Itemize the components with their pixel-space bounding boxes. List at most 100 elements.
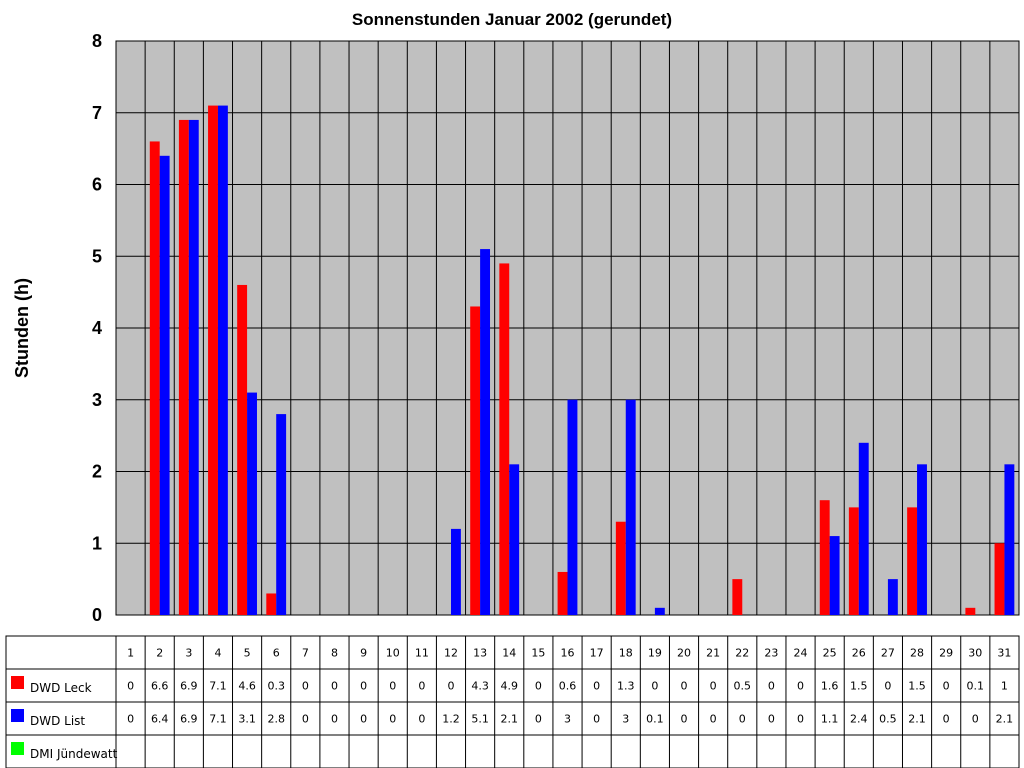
x-tick-label: 30 [968, 647, 982, 660]
table-cell: 1 [1001, 680, 1008, 693]
table-cell: 0.3 [267, 680, 285, 693]
table-cell: 0 [331, 680, 338, 693]
x-tick-label: 24 [794, 647, 808, 660]
table-cell: 2.1 [996, 713, 1014, 726]
table-cell: 6.6 [151, 680, 169, 693]
table-cell: 0 [651, 680, 658, 693]
table-cell: 0 [127, 680, 134, 693]
table-cell: 7.1 [209, 680, 227, 693]
table-cell: 3.1 [238, 713, 256, 726]
x-tick-label: 23 [764, 647, 778, 660]
x-tick-label: 6 [273, 647, 280, 660]
bar-dwd-list [567, 399, 578, 615]
table-cell: 0 [768, 713, 775, 726]
x-tick-label: 22 [735, 647, 749, 660]
x-tick-label: 1 [127, 647, 134, 660]
x-tick-label: 20 [677, 647, 691, 660]
bar-dwd-leck [470, 306, 481, 615]
x-tick-label: 16 [561, 647, 575, 660]
table-cell: 0 [739, 713, 746, 726]
bar-dwd-leck [819, 500, 830, 615]
table-cell: 0 [943, 713, 950, 726]
legend-swatch [11, 742, 24, 755]
chart-title: Sonnenstunden Januar 2002 (gerundet) [351, 10, 673, 29]
y-tick-label: 0 [92, 605, 102, 625]
bar-dwd-leck [994, 543, 1005, 615]
bar-dwd-list [625, 399, 636, 615]
x-tick-label: 8 [331, 647, 338, 660]
y-tick-label: 8 [92, 31, 102, 51]
x-tick-label: 18 [619, 647, 633, 660]
table-cell: 0 [535, 680, 542, 693]
bar-dwd-leck [266, 593, 277, 615]
x-tick-label: 2 [156, 647, 163, 660]
table-cell: 4.6 [238, 680, 256, 693]
table-cell: 0.1 [967, 680, 985, 693]
table-cell: 0 [418, 680, 425, 693]
table-cell: 4.3 [471, 680, 489, 693]
table-cell: 0 [681, 713, 688, 726]
bar-dwd-list [829, 536, 840, 615]
bar-dwd-leck [965, 607, 976, 615]
table-cell: 0 [972, 713, 979, 726]
bar-dwd-leck [615, 521, 626, 615]
table-cell: 6.9 [180, 680, 198, 693]
table-cell: 0 [797, 713, 804, 726]
x-tick-label: 14 [502, 647, 516, 660]
x-tick-label: 10 [386, 647, 400, 660]
y-axis-label: Stunden (h) [12, 278, 32, 378]
table-cell: 0 [127, 713, 134, 726]
table-cell: 6.9 [180, 713, 198, 726]
bar-dwd-list [1004, 464, 1015, 615]
bar-dwd-leck [848, 507, 859, 615]
table-cell: 5.1 [471, 713, 489, 726]
legend-entry: DWD List [30, 714, 85, 728]
table-cell: 6.4 [151, 713, 169, 726]
bar-dwd-leck [208, 105, 218, 615]
table-cell: 0.5 [734, 680, 752, 693]
bar-dwd-list [917, 464, 927, 615]
table-cell: 0 [302, 680, 309, 693]
table-cell: 0 [302, 713, 309, 726]
y-tick-label: 5 [92, 246, 102, 266]
table-cell: 0 [768, 680, 775, 693]
table-cell: 0 [418, 713, 425, 726]
y-tick-label: 6 [92, 175, 102, 195]
table-cell: 0 [710, 680, 717, 693]
bar-dwd-list [159, 155, 170, 616]
x-tick-label: 28 [910, 647, 924, 660]
bar-dwd-list [217, 105, 228, 615]
x-tick-label: 9 [360, 647, 367, 660]
x-tick-label: 7 [302, 647, 309, 660]
table-cell: 0 [535, 713, 542, 726]
bar-dwd-list [887, 579, 898, 615]
table-cell: 3 [622, 713, 629, 726]
table-cell: 0.5 [879, 713, 897, 726]
table-cell: 0.1 [646, 713, 664, 726]
legend-entry: DMI Jündewatt [30, 747, 118, 761]
y-tick-label: 2 [92, 462, 102, 482]
table-cell: 0 [447, 680, 454, 693]
table-cell: 0 [943, 680, 950, 693]
table-cell: 0 [797, 680, 804, 693]
bar-dwd-list [188, 119, 199, 616]
bar-dwd-list [247, 392, 257, 615]
bar-dwd-list [654, 607, 665, 615]
bar-dwd-list [480, 249, 491, 615]
y-tick-label: 7 [92, 103, 102, 123]
x-tick-label: 29 [939, 647, 953, 660]
bar-dwd-leck [149, 141, 160, 615]
legend-entry: DWD Leck [30, 681, 92, 695]
legend-swatch [11, 709, 24, 722]
table-cell: 1.3 [617, 680, 635, 693]
table-cell: 1.6 [821, 680, 839, 693]
x-tick-label: 21 [706, 647, 720, 660]
table-cell: 0 [360, 713, 367, 726]
x-tick-label: 15 [531, 647, 545, 660]
table-cell: 2.8 [267, 713, 285, 726]
x-tick-label: 11 [415, 647, 429, 660]
bar-dwd-leck [907, 507, 918, 615]
table-cell: 1.5 [908, 680, 926, 693]
y-tick-label: 4 [92, 318, 102, 338]
